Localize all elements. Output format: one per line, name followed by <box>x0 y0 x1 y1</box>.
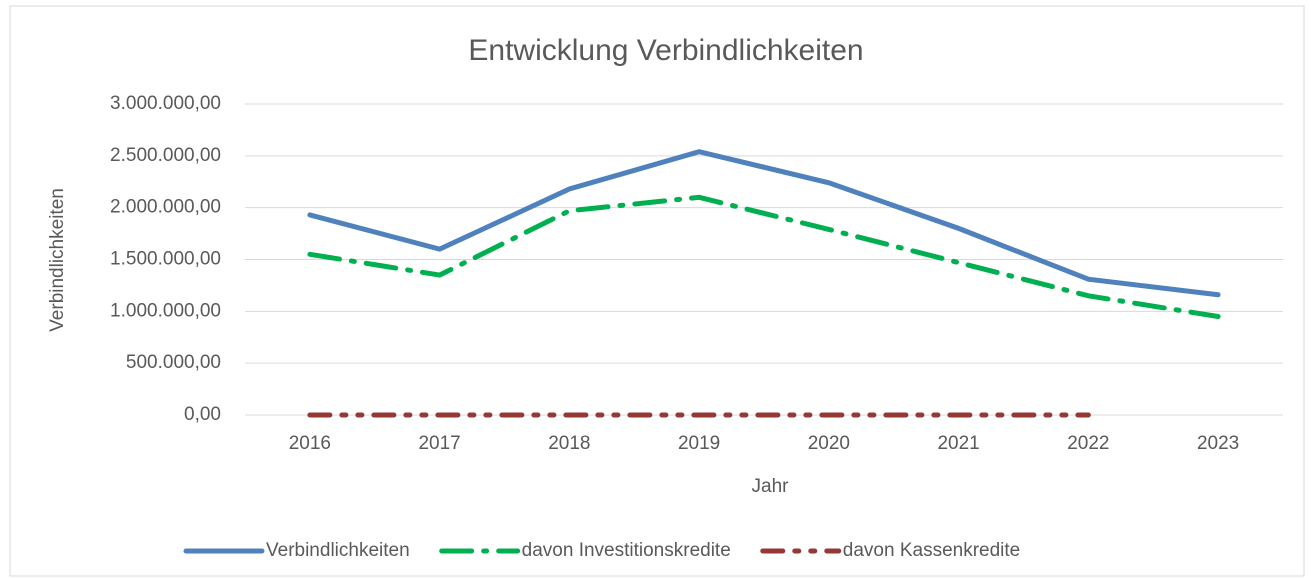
y-tick-label: 2.500.000,00 <box>110 145 221 166</box>
y-tick-label: 0,00 <box>184 404 221 425</box>
chart-frame <box>9 5 1305 577</box>
line-series <box>307 149 1221 298</box>
legend-label: Verbindlichkeiten <box>266 540 410 561</box>
line-series <box>307 194 1221 320</box>
x-tick-label: 2019 <box>678 433 720 454</box>
x-tick-label: 2017 <box>418 433 460 454</box>
x-tick-label: 2020 <box>808 433 850 454</box>
y-axis-label: Verbindlichkeiten <box>47 188 68 332</box>
legend-label: davon Investitionskredite <box>522 540 731 561</box>
y-tick-label: 1.000.000,00 <box>110 300 221 321</box>
chart-title: Entwicklung Verbindlichkeiten <box>468 34 863 67</box>
y-tick-label: 2.000.000,00 <box>110 197 221 218</box>
x-tick-label: 2022 <box>1067 433 1109 454</box>
y-tick-label: 3.000.000,00 <box>110 93 221 114</box>
x-tick-label: 2021 <box>937 433 979 454</box>
x-tick-label: 2018 <box>548 433 590 454</box>
x-axis-label: Jahr <box>752 476 790 497</box>
y-tick-label: 500.000,00 <box>126 352 221 373</box>
y-tick-label: 1.500.000,00 <box>110 249 221 270</box>
legend-label: davon Kassenkredite <box>843 540 1020 561</box>
x-tick-label: 2016 <box>289 433 331 454</box>
x-tick-label: 2023 <box>1197 433 1239 454</box>
